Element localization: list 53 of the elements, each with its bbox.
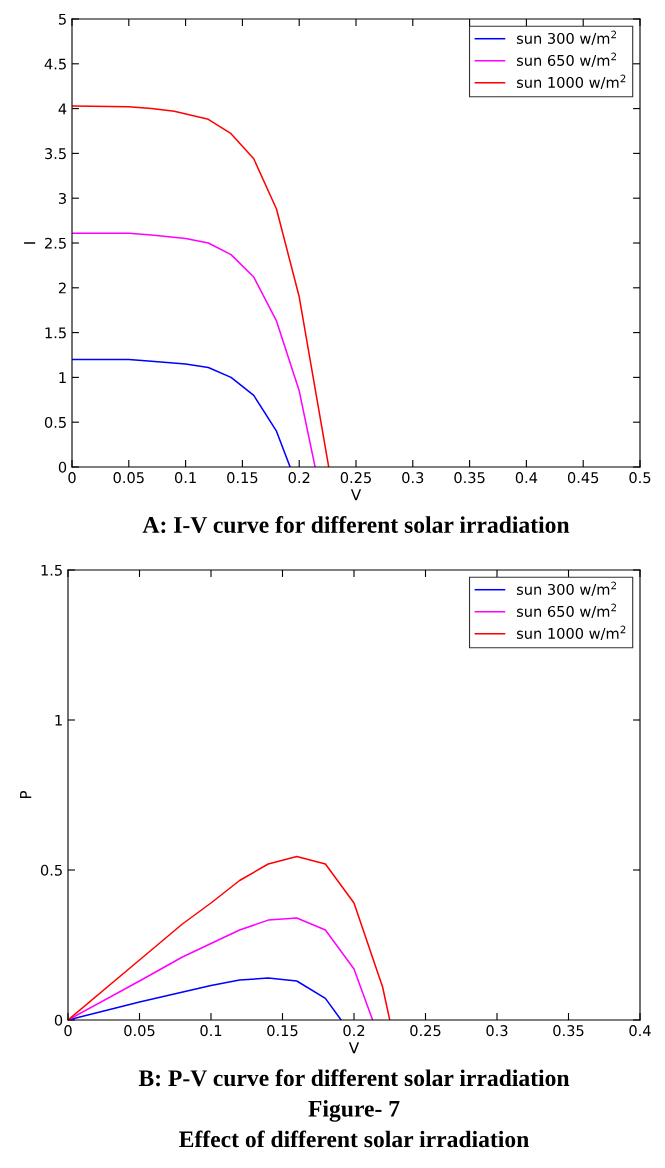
y-tick-label: 1.5 bbox=[45, 327, 66, 339]
x-tick-label: 0.3 bbox=[402, 472, 424, 484]
x-tick-label: 0.1 bbox=[200, 1025, 222, 1037]
x-tick-label: 0.15 bbox=[267, 1025, 298, 1037]
y-tick-label: 0 bbox=[54, 1014, 63, 1026]
y-tick-label: 3.5 bbox=[45, 148, 66, 160]
text: Figure- 7 bbox=[308, 1100, 400, 1122]
x-tick-label: 0.05 bbox=[113, 472, 144, 484]
y-tick-label: 1 bbox=[59, 372, 66, 383]
y-tick-label: 4 bbox=[58, 103, 67, 115]
y-tick-label: 0.5 bbox=[40, 864, 62, 876]
legend-label: sun 300 w/m$^{2}$ bbox=[516, 30, 617, 46]
y-tick-label: 1.5 bbox=[41, 564, 62, 576]
x-tick-label: 0.3 bbox=[486, 1025, 508, 1037]
y-tick-label: 0.5 bbox=[44, 416, 66, 428]
legend-label: sun 300 w/m$^{2}$ bbox=[516, 581, 617, 597]
x-tick-label: 0.25 bbox=[410, 1025, 441, 1037]
x-tick-label: 0.1 bbox=[174, 472, 196, 484]
text: Effect of different solar irradiation bbox=[179, 1130, 529, 1148]
x-tick-label: 0.15 bbox=[227, 472, 258, 484]
x-tick-label: 0.05 bbox=[124, 1025, 155, 1037]
y-tick-label: 2.5 bbox=[45, 237, 66, 249]
x-tick-label: 0.35 bbox=[454, 472, 485, 484]
x-tick-label: 0.4 bbox=[515, 472, 538, 484]
line-series bbox=[68, 917, 374, 1020]
line-series bbox=[72, 358, 291, 467]
y-tick-label: 0 bbox=[58, 461, 67, 473]
y-tick-label: 5 bbox=[58, 13, 66, 25]
line-series bbox=[72, 105, 330, 467]
x-axis-title: V bbox=[350, 489, 362, 501]
x-tick-label: 0.2 bbox=[288, 472, 310, 484]
line-series bbox=[68, 855, 391, 1020]
y-axis-title: P bbox=[20, 790, 32, 799]
y-axis-title: I bbox=[24, 242, 36, 244]
y-tick-label: 1 bbox=[55, 714, 62, 726]
legend-label: sun 1000 w/m$^{2}$ bbox=[516, 74, 626, 90]
x-tick-label: 0.2 bbox=[343, 1025, 365, 1037]
x-tick-label: 0.25 bbox=[340, 472, 371, 484]
x-tick-label: 0.4 bbox=[629, 1025, 651, 1037]
x-axis-title: V bbox=[348, 1042, 360, 1054]
legend-label: sun 650 w/m$^{2}$ bbox=[516, 603, 617, 619]
x-tick-label: 0.45 bbox=[567, 472, 599, 484]
y-tick-label: 3 bbox=[58, 192, 66, 204]
text: B: P-V curve for different solar irradiation bbox=[138, 1069, 570, 1087]
y-tick-label: 2 bbox=[58, 282, 66, 294]
legend-label: sun 650 w/m$^{2}$ bbox=[516, 52, 617, 68]
x-tick-label: 0 bbox=[68, 472, 76, 484]
x-tick-label: 0.35 bbox=[553, 1025, 584, 1037]
x-tick-label: 0.5 bbox=[629, 472, 651, 484]
line-series bbox=[72, 232, 316, 467]
legend-label: sun 1000 w/m$^{2}$ bbox=[516, 625, 626, 641]
text: A: I-V curve for different solar irradiation bbox=[142, 516, 570, 534]
y-tick-label: 4.5 bbox=[44, 58, 66, 70]
